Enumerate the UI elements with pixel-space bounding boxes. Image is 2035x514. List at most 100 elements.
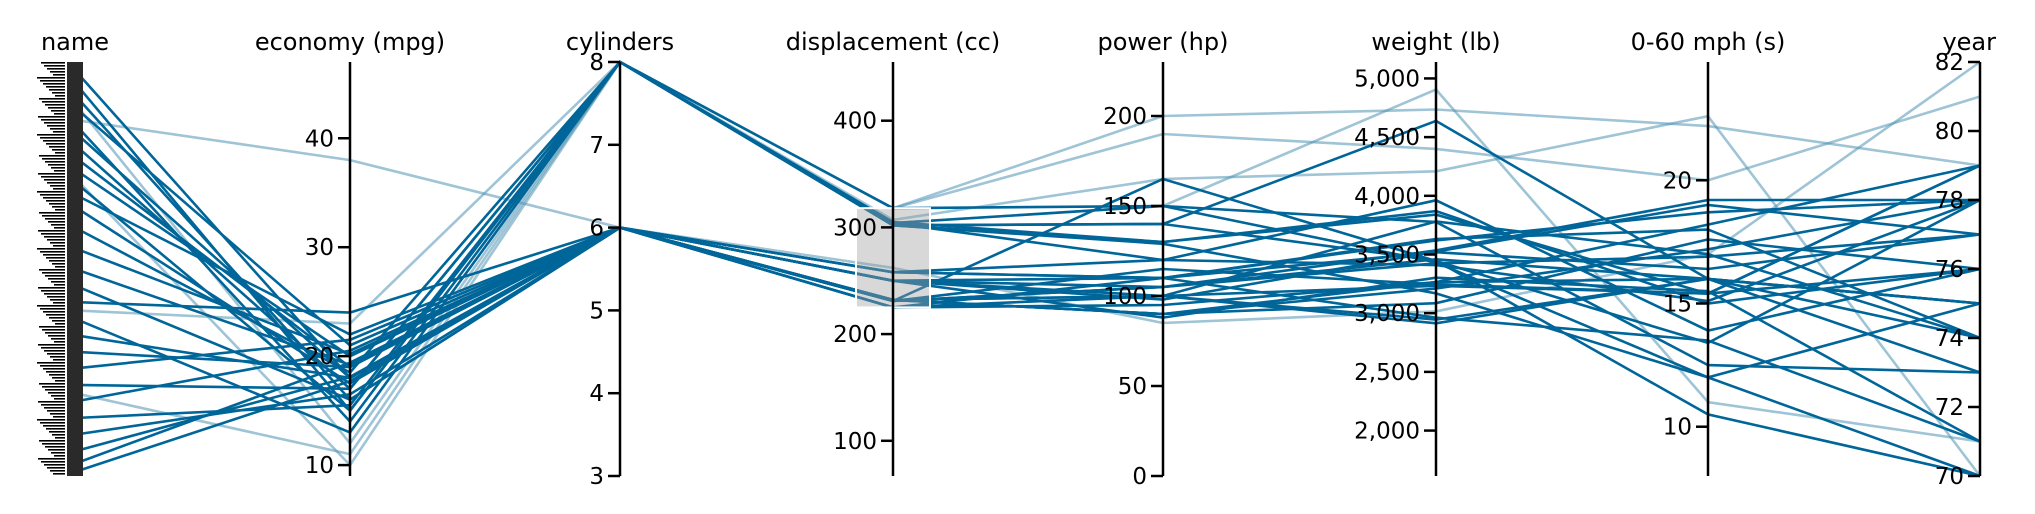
name-tick-glyph (41, 176, 65, 178)
highlighted-row-polyline (74, 94, 1981, 402)
name-tick-glyph (54, 284, 65, 286)
name-tick-glyph (46, 371, 65, 373)
name-tick-glyph (55, 266, 65, 268)
highlighted-row-polyline (74, 198, 1981, 465)
tick-label: 74 (1935, 326, 1964, 352)
name-tick-glyph (37, 362, 65, 364)
axis-power[interactable]: 0 50 100 150 200 power (hp) (1098, 28, 1229, 490)
axis-title: name (41, 28, 109, 56)
axis-economy[interactable]: 10 20 30 40 economy (mpg) (255, 28, 445, 479)
name-tick-glyph (53, 188, 65, 190)
highlighted-row-polyline (74, 198, 1981, 453)
axis-weight[interactable]: 2,000 2,500 3,000 3,500 4,000 4,500 5,000 weigh… (1354, 28, 1501, 476)
name-axis-bar[interactable] (67, 62, 83, 476)
name-tick-glyph (53, 131, 65, 133)
name-tick-glyph (43, 197, 65, 199)
tick-label: 40 (305, 126, 334, 152)
name-tick-glyph (43, 140, 65, 142)
name-tick-glyph (38, 458, 65, 460)
name-tick-glyph (42, 101, 65, 103)
highlighted-row-polyline (74, 60, 1981, 375)
polylines-layer (73, 60, 1982, 478)
tick-label: 7 (589, 133, 604, 159)
name-tick-glyph (43, 368, 65, 370)
axis-accel[interactable]: 10 15 20 0-60 mph (s) (1631, 28, 1786, 476)
name-tick-glyph (44, 122, 65, 124)
tick-label: 76 (1935, 257, 1964, 283)
name-tick-glyph (54, 113, 65, 115)
name-tick-glyph (42, 329, 65, 331)
name-tick-glyph (49, 203, 65, 205)
highlighted-row-polyline (74, 205, 1981, 385)
name-tick-glyph (41, 461, 65, 463)
name-tick-glyph (41, 62, 65, 64)
tick-label: 5,000 (1354, 66, 1420, 92)
name-tick-glyph (44, 236, 65, 238)
name-tick-glyph (41, 119, 65, 121)
name-tick-glyph (45, 446, 65, 448)
name-tick-glyph (47, 467, 65, 469)
axis-title: 0-60 mph (s) (1631, 28, 1786, 56)
name-tick-glyph (55, 95, 65, 97)
name-tick-glyph (38, 173, 65, 175)
name-tick-glyph (40, 422, 65, 424)
name-tick-glyph (39, 212, 65, 214)
name-tick-glyph (37, 134, 65, 136)
name-tick-glyph (50, 71, 65, 73)
name-tick-glyph (53, 473, 65, 475)
name-tick-glyph (46, 143, 65, 145)
name-tick-glyph (49, 317, 65, 319)
name-tick-glyph (43, 311, 65, 313)
axis-title: weight (lb) (1371, 28, 1500, 56)
name-tick-glyph (46, 257, 65, 259)
name-tick-glyph (42, 386, 65, 388)
tick-label: 15 (1663, 292, 1692, 318)
axis-title: displacement (cc) (786, 28, 1001, 56)
name-tick-glyph (42, 272, 65, 274)
name-tick-glyph (48, 449, 65, 451)
name-tick-glyph (41, 233, 65, 235)
axis-title: power (hp) (1098, 28, 1229, 56)
name-tick-glyph (43, 425, 65, 427)
name-tick-glyph (51, 110, 65, 112)
name-tick-glyph (53, 245, 65, 247)
axis-displacement[interactable]: 100 200 300 400 displacement (cc) (786, 28, 1001, 476)
tick-label: 400 (833, 109, 877, 135)
name-tick-glyph (52, 377, 65, 379)
axis-title: economy (mpg) (255, 28, 445, 56)
name-tick-glyph (41, 347, 65, 349)
axis-name[interactable]: name (37, 28, 109, 476)
name-tick-glyph (39, 326, 65, 328)
name-tick-glyph (44, 293, 65, 295)
name-tick-glyph (50, 470, 65, 472)
name-tick-glyph (47, 353, 65, 355)
tick-label: 100 (1103, 284, 1147, 310)
tick-label: 80 (1935, 119, 1964, 145)
name-tick-glyph (49, 260, 65, 262)
context-row-polyline (74, 60, 1981, 325)
highlighted-row-polyline (74, 164, 1981, 370)
name-tick-glyph (45, 389, 65, 391)
name-tick-glyph (46, 314, 65, 316)
name-tick-glyph (51, 224, 65, 226)
name-tick-glyph (51, 395, 65, 397)
name-tick-glyph (45, 104, 65, 106)
tick-label: 70 (1935, 464, 1964, 490)
name-tick-glyph (48, 107, 65, 109)
name-tick-glyph (48, 392, 65, 394)
name-tick-glyph (52, 149, 65, 151)
name-tick-glyph (55, 323, 65, 325)
name-tick-glyph (48, 221, 65, 223)
tick-label: 200 (1103, 104, 1147, 130)
name-tick-glyph (50, 356, 65, 358)
name-tick-glyph (45, 275, 65, 277)
name-tick-glyph (54, 398, 65, 400)
name-tick-glyph (46, 428, 65, 430)
name-tick-glyph (52, 206, 65, 208)
name-tick-glyph (52, 263, 65, 265)
name-tick-glyph (39, 440, 65, 442)
